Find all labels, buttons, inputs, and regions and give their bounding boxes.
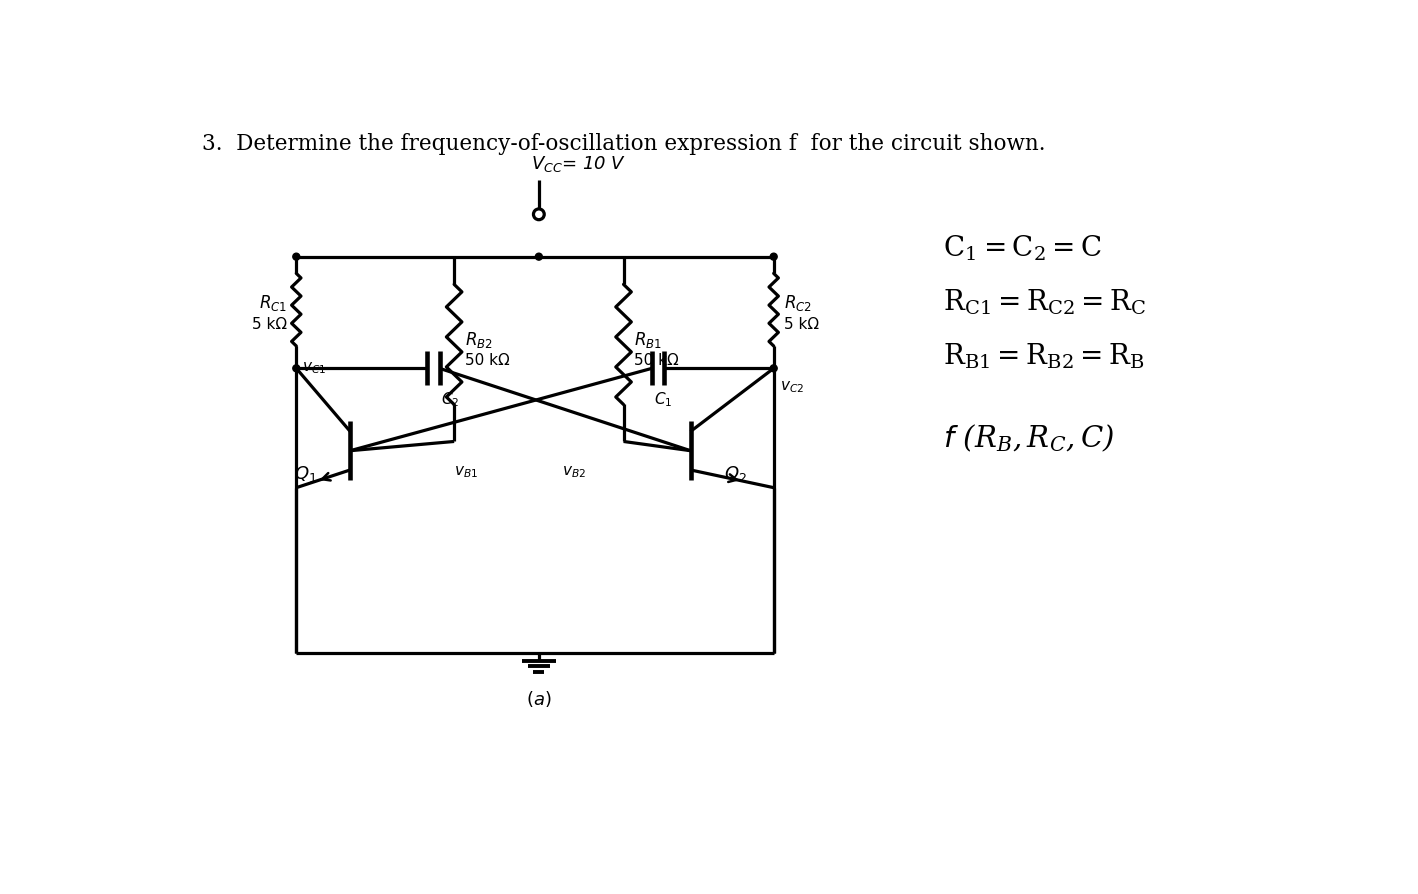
- Text: 50 kΩ: 50 kΩ: [634, 353, 679, 368]
- Text: 5 kΩ: 5 kΩ: [252, 316, 286, 332]
- Text: $R_{B2}$: $R_{B2}$: [465, 330, 492, 350]
- Text: $v_{C1}$: $v_{C1}$: [302, 360, 326, 376]
- Circle shape: [294, 365, 299, 372]
- Text: $f\ \mathregular{(R_B,R_C,C)}$: $f\ \mathregular{(R_B,R_C,C)}$: [943, 422, 1115, 454]
- Circle shape: [770, 253, 777, 260]
- Text: $C_2$: $C_2$: [441, 390, 459, 409]
- Text: $\mathregular{C_1{=}C_2{=}C}$: $\mathregular{C_1{=}C_2{=}C}$: [943, 233, 1102, 263]
- Text: 3.  Determine the frequency-of-oscillation expression f  for the circuit shown.: 3. Determine the frequency-of-oscillatio…: [203, 133, 1046, 156]
- Text: 5 kΩ: 5 kΩ: [784, 316, 820, 332]
- Text: $V_{CC}$= 10 V: $V_{CC}$= 10 V: [532, 155, 627, 174]
- Text: $R_{C1}$: $R_{C1}$: [259, 293, 286, 313]
- Circle shape: [294, 253, 299, 260]
- Text: $R_{B1}$: $R_{B1}$: [634, 330, 662, 350]
- Circle shape: [770, 365, 777, 372]
- Text: $R_{C2}$: $R_{C2}$: [784, 293, 813, 313]
- Text: $\mathregular{R_{C1}{=}R_{C2}{=}R_C}$: $\mathregular{R_{C1}{=}R_{C2}{=}R_C}$: [943, 288, 1146, 317]
- Text: $v_{B1}$: $v_{B1}$: [454, 464, 478, 480]
- Text: $Q_2$: $Q_2$: [723, 464, 747, 484]
- Text: 50 kΩ: 50 kΩ: [465, 353, 509, 368]
- Text: $(a)$: $(a)$: [526, 689, 552, 710]
- Text: $C_1$: $C_1$: [654, 390, 672, 409]
- Text: $Q_1$: $Q_1$: [294, 464, 318, 484]
- Text: $v_{C2}$: $v_{C2}$: [780, 380, 804, 395]
- Circle shape: [536, 253, 542, 260]
- Text: $v_{B2}$: $v_{B2}$: [563, 464, 586, 480]
- Text: $\mathregular{R_{B1}{=}R_{B2}{=}R_B}$: $\mathregular{R_{B1}{=}R_{B2}{=}R_B}$: [943, 342, 1144, 371]
